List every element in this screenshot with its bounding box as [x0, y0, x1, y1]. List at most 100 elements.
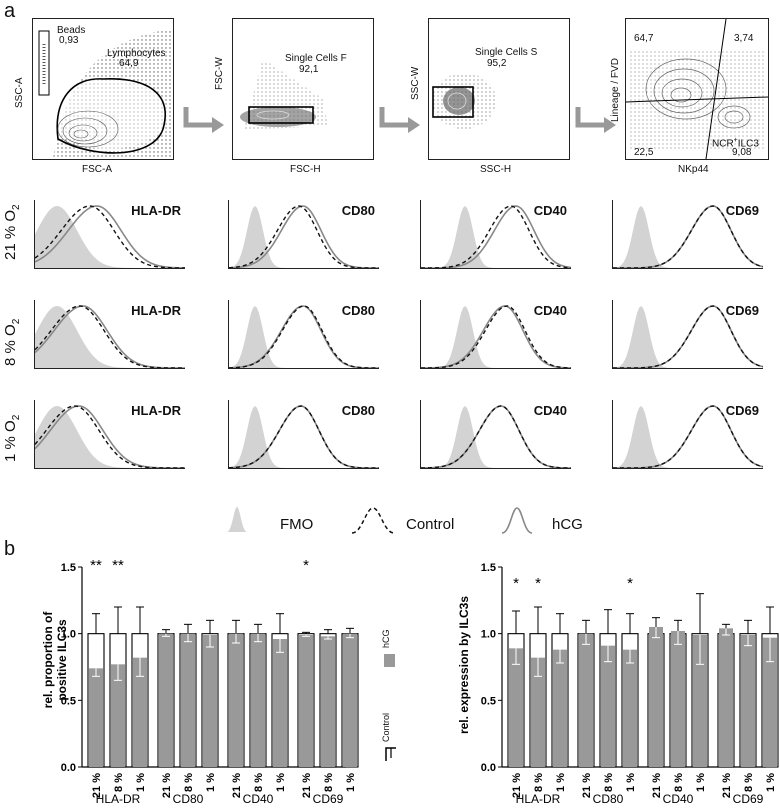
x-tick-label: 21 % — [581, 773, 593, 798]
histogram-curves — [421, 405, 571, 469]
lymphocytes-gate-label: Lymphocytes — [107, 48, 166, 59]
hcg-bar — [531, 657, 545, 767]
legend-fmo-label: FMO — [280, 516, 314, 533]
row-label-8: 8 % O2 — [2, 319, 22, 366]
fmo-curve — [35, 406, 185, 468]
control-curve — [34, 405, 185, 469]
lymphocytes-gate-value: 64,9 — [119, 58, 139, 69]
chart-positive-ilc3s: 0.0 0.5 1.0 1.5 21 % 8 % 1 % 21 % 8 % 1 % 21 % 8 % 1… — [41, 557, 359, 806]
beads-gate-label: Beads — [57, 25, 86, 36]
plot1-x-axis-label: FSC-A — [82, 164, 112, 175]
histogram-hla-dr-row2: HLA-DR — [34, 300, 185, 369]
control-legend-icon — [351, 507, 395, 534]
significance-mark: ** — [90, 557, 102, 574]
histogram-cd69-row3: CD69 — [612, 400, 764, 469]
x-tick-label: 21 % — [231, 773, 243, 798]
marker-label: CD40 — [533, 303, 567, 318]
group-label: CD80 — [593, 792, 624, 806]
fmo-curve — [613, 406, 763, 468]
row-label-1-sub: 2 — [11, 414, 22, 421]
legend-b-hcg-swatch — [384, 654, 395, 667]
row-label-1-unit: O — [2, 420, 19, 432]
x-tick-label: 1 % — [765, 773, 777, 792]
significance-mark: ** — [112, 557, 124, 574]
panel-b-legend: hCG Control — [381, 560, 399, 761]
histogram-cd40-row3: CD40 — [420, 400, 571, 469]
row-label-1: 1 % O2 — [2, 415, 22, 462]
panel-a-letter: a — [4, 0, 16, 22]
hcg-bar — [623, 649, 637, 767]
row-label-8-sub: 2 — [11, 318, 22, 325]
x-tick-label: 21 % — [301, 773, 313, 798]
fmo-curve — [613, 206, 763, 268]
y-tick-label: 1.5 — [481, 562, 496, 574]
hcg-bar — [509, 648, 523, 767]
panel-b-letter: b — [4, 538, 16, 560]
y-axis-label-line2: positive ILC3s — [55, 619, 69, 701]
control-curve — [228, 405, 379, 469]
marker-label: HLA-DR — [131, 403, 181, 418]
hcg-bar — [159, 633, 173, 767]
x-tick-label: 8 % — [673, 773, 685, 792]
y-tick-label: 1.0 — [61, 629, 76, 641]
legend-control-label: Control — [406, 516, 455, 533]
control-curve — [228, 205, 379, 269]
y-tick-label: 0.5 — [61, 695, 76, 707]
group-label: CD40 — [243, 792, 274, 806]
gating-plot-ssch-sscw-graphic — [432, 73, 496, 129]
histogram-cd80-row2: CD80 — [228, 300, 379, 369]
fmo-curve — [613, 306, 763, 368]
quadrant-bottom-left-value: 22,5 — [634, 147, 654, 158]
fmo-legend-icon — [227, 507, 247, 532]
gating-plot-fsc-ssc-graphic — [38, 29, 173, 159]
marker-label: CD69 — [725, 403, 759, 418]
hcg-bar — [719, 628, 733, 767]
histogram-curves — [228, 405, 379, 469]
histogram-cd69-row1: CD69 — [612, 200, 764, 269]
x-tick-label: 1 % — [135, 773, 147, 792]
control-curve — [421, 305, 572, 369]
y-tick-label: 1.5 — [61, 562, 76, 574]
hcg-bar — [133, 657, 147, 767]
group-label: HLA-DR — [96, 792, 141, 806]
hcg-bar — [579, 633, 593, 767]
y-axis-label: rel. expression by ILC3s — [457, 596, 471, 734]
histogram-curves — [613, 305, 764, 369]
histogram-curves — [34, 305, 185, 369]
hcg-bar — [111, 664, 125, 767]
control-curve — [34, 305, 185, 369]
x-tick-label: 8 % — [253, 773, 265, 792]
plot2-y-axis-label: FSC-W — [214, 57, 225, 90]
hcg-bar — [181, 633, 195, 767]
gating-plot-fsch-fscw-graphic — [240, 59, 328, 129]
histogram-curves — [421, 305, 572, 369]
plot4-x-axis-label: NKp44 — [678, 164, 709, 175]
x-tick-label: 1 % — [555, 773, 567, 792]
marker-label: CD40 — [533, 203, 567, 218]
plot4-y-axis-label: Lineage / FVD — [610, 58, 621, 122]
marker-label: HLA-DR — [131, 303, 181, 318]
y-axis-label-line1: rel. proportion of — [41, 611, 55, 709]
histogram-cd80-row3: CD80 — [228, 400, 379, 469]
fmo-curve — [421, 406, 571, 468]
histogram-cd80-row1: CD80 — [228, 200, 379, 269]
hcg-bar — [693, 635, 707, 767]
hcg-bar — [343, 633, 357, 767]
marker-label: CD40 — [533, 403, 567, 418]
histogram-cd40-row2: CD40 — [420, 300, 572, 369]
hcg-legend-icon — [501, 507, 533, 534]
ncr-label-tail: ILC3 — [737, 138, 759, 150]
gating-plot-nkp44-lineage: 64,7 3,74 22,5 NCR+ILC3 9,08 — [625, 18, 769, 160]
single-cells-f-label: Single Cells F — [285, 53, 347, 64]
chart-expression-ilc3s: 0.0 0.5 1.0 1.5 21 % 8 % 1 % 21 % 8 % 1 % 21 % 8 % 1… — [457, 562, 779, 806]
hcg-bar — [741, 635, 755, 767]
row-label-8-pct: 8 % — [2, 340, 19, 366]
fmo-curve — [35, 306, 185, 368]
hcg-curve — [421, 305, 571, 369]
row-label-21: 21 % O2 — [2, 204, 22, 260]
quadrant-top-right-value: 3,74 — [734, 33, 754, 44]
histogram-curves — [34, 405, 185, 469]
hcg-curve — [34, 205, 185, 269]
significance-mark: * — [627, 575, 633, 592]
fmo-curve — [35, 206, 185, 268]
